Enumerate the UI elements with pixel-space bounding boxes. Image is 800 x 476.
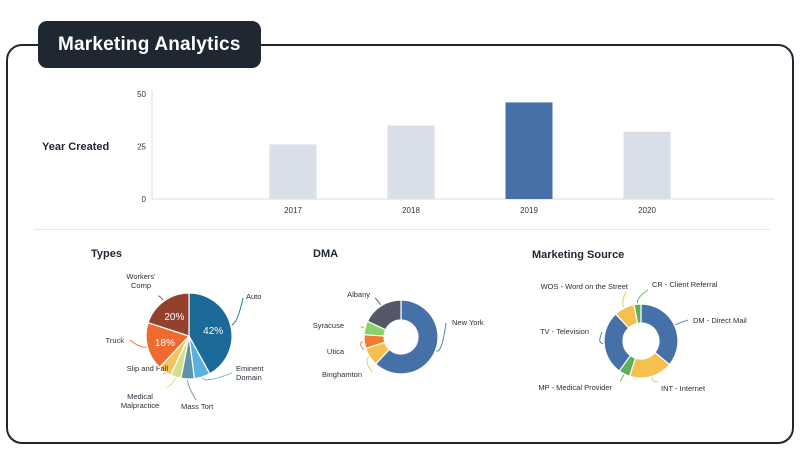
slice-label-workers-comp: Comp bbox=[131, 281, 151, 290]
slice-label-mass-tort: Mass Tort bbox=[181, 402, 214, 411]
leader-line bbox=[651, 377, 659, 383]
slice-label-albany: Albany bbox=[347, 290, 370, 299]
bar-chart: 0 25 50 2017 2018 2019 2020 bbox=[137, 90, 775, 215]
bar-2018[interactable] bbox=[387, 125, 435, 200]
slice-truck[interactable] bbox=[145, 321, 191, 369]
slice-new-york[interactable] bbox=[374, 299, 439, 375]
types-chart-title: Types bbox=[91, 248, 122, 260]
leader-line bbox=[636, 289, 649, 304]
slice-albany[interactable] bbox=[366, 299, 402, 331]
marketing-source-donut-chart: DM - Direct Mail INT - Internet MP - Medic… bbox=[538, 280, 747, 393]
slice-label-dm-direct-mail: DM - Direct Mail bbox=[693, 316, 747, 325]
slice-cr-client-referral[interactable] bbox=[633, 303, 642, 325]
slice-label-cr-client-referral: CR - Client Referral bbox=[652, 280, 718, 289]
bar-2017[interactable] bbox=[269, 144, 317, 199]
leader-line bbox=[129, 339, 147, 348]
slice-label-workers-comp: Workers' bbox=[126, 272, 156, 281]
dma-chart-title: DMA bbox=[313, 248, 339, 260]
slice-percent-label: 18% bbox=[155, 338, 175, 349]
slice-label-eminent-domain: Domain bbox=[236, 373, 262, 382]
leader-line bbox=[436, 322, 447, 352]
slice-label-auto: Auto bbox=[246, 292, 261, 301]
y-tick-label: 0 bbox=[142, 195, 147, 204]
slice-label-wos-word-on-the-street: WOS - Word on the Street bbox=[541, 282, 629, 291]
slice-auto[interactable] bbox=[188, 292, 233, 375]
slice-label-mp-medical-provider: MP - Medical Provider bbox=[538, 383, 612, 392]
slice-label-syracuse: Syracuse bbox=[313, 321, 344, 330]
x-tick-label: 2018 bbox=[402, 206, 420, 215]
x-tick-label: 2017 bbox=[284, 206, 302, 215]
leader-line bbox=[622, 291, 627, 308]
slice-label-medical-malpractice: Malpractice bbox=[121, 401, 159, 410]
leader-line bbox=[374, 297, 382, 306]
leader-line bbox=[360, 341, 365, 351]
bar-2020[interactable] bbox=[623, 131, 671, 199]
leader-line bbox=[360, 326, 365, 329]
page-title: Marketing Analytics bbox=[38, 21, 261, 68]
bar-chart-row-label: Year Created bbox=[42, 141, 110, 153]
leader-line bbox=[165, 377, 176, 389]
slice-dm-direct-mail[interactable] bbox=[640, 303, 679, 366]
leader-line bbox=[366, 356, 373, 373]
dma-donut-chart: New York Binghamton Utica Syracuse Albany bbox=[313, 290, 484, 379]
slice-label-tv-television: TV - Television bbox=[540, 327, 589, 336]
leader-line bbox=[187, 379, 197, 401]
x-tick-label: 2020 bbox=[638, 206, 656, 215]
slice-percent-label: 20% bbox=[164, 312, 184, 323]
y-tick-label: 25 bbox=[137, 143, 146, 152]
leader-line bbox=[231, 297, 244, 326]
x-tick-label: 2019 bbox=[520, 206, 538, 215]
slice-workers-comp[interactable] bbox=[147, 292, 190, 337]
leader-line bbox=[163, 367, 173, 375]
slice-label-eminent-domain: Eminent bbox=[236, 364, 264, 373]
slice-label-int-internet: INT - Internet bbox=[661, 384, 706, 393]
marketing-source-chart-title: Marketing Source bbox=[532, 249, 625, 261]
slice-label-new-york: New York bbox=[452, 318, 484, 327]
slice-label-utica: Utica bbox=[327, 347, 345, 356]
leader-line bbox=[202, 372, 233, 381]
leader-line bbox=[599, 331, 604, 344]
y-tick-label: 50 bbox=[137, 90, 146, 99]
slice-label-truck: Truck bbox=[106, 336, 125, 345]
leader-line bbox=[157, 295, 164, 301]
leader-line bbox=[675, 319, 689, 326]
slice-label-medical-malpractice: Medical bbox=[127, 392, 153, 401]
slice-label-slip-and-fall: Slip and Fall bbox=[127, 364, 169, 373]
section-divider bbox=[34, 229, 770, 230]
leader-line bbox=[619, 374, 625, 382]
bar-2019[interactable] bbox=[505, 102, 553, 199]
dashboard-panel bbox=[6, 44, 794, 444]
slice-label-binghamton: Binghamton bbox=[322, 370, 362, 379]
slice-percent-label: 42% bbox=[203, 326, 223, 337]
